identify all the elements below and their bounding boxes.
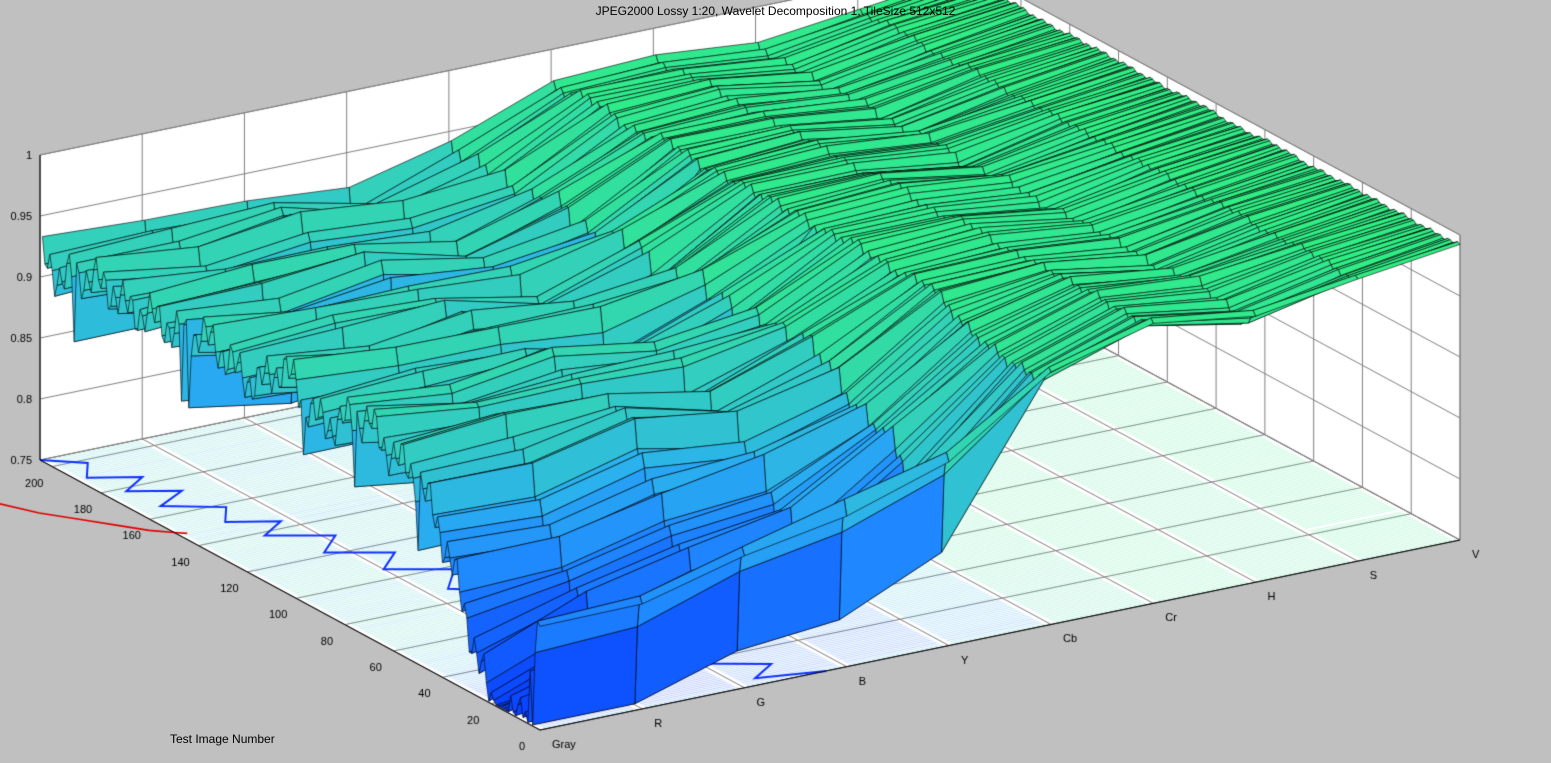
surf3d-canvas[interactable]: [0, 0, 1551, 763]
figure: JPEG2000 Lossy 1:20, Wavelet Decompositi…: [0, 0, 1551, 763]
